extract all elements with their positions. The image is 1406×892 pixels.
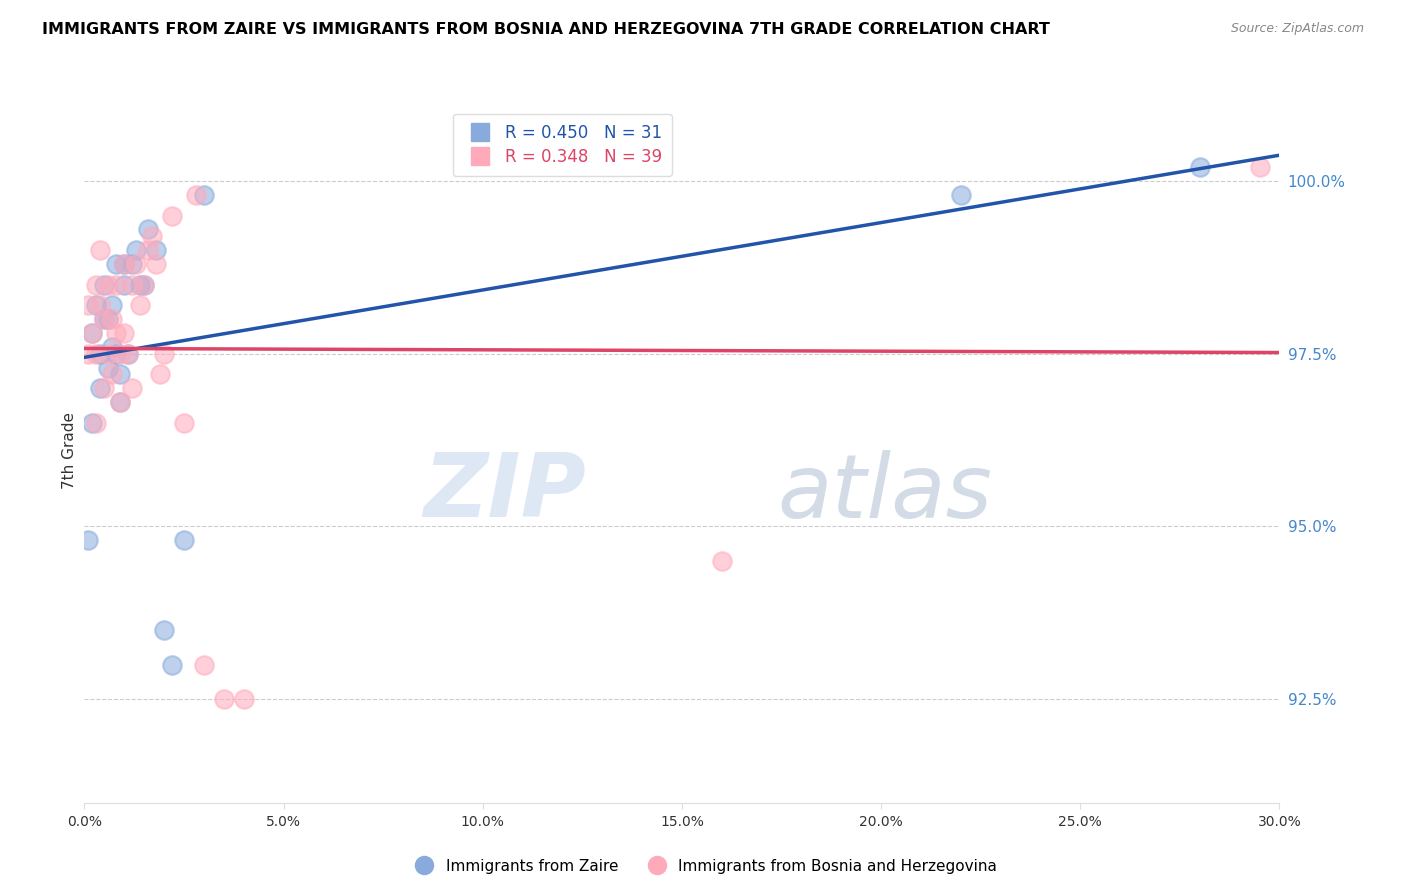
Point	[89, 381, 111, 395]
Point	[129, 298, 152, 312]
Text: IMMIGRANTS FROM ZAIRE VS IMMIGRANTS FROM BOSNIA AND HERZEGOVINA 7TH GRADE CORREL: IMMIGRANTS FROM ZAIRE VS IMMIGRANTS FROM…	[42, 22, 1050, 37]
Point	[1249, 160, 1271, 174]
Point	[97, 360, 120, 375]
Point	[101, 340, 124, 354]
Point	[86, 416, 108, 430]
Point	[97, 277, 120, 292]
Point	[173, 533, 195, 548]
Point	[212, 692, 235, 706]
Point	[86, 347, 108, 361]
Point	[89, 347, 111, 361]
Point	[97, 347, 120, 361]
Point	[82, 326, 104, 340]
Point	[105, 277, 128, 292]
Point	[77, 347, 100, 361]
Point	[193, 187, 215, 202]
Point	[125, 257, 148, 271]
Point	[132, 277, 156, 292]
Point	[153, 347, 176, 361]
Point	[129, 277, 152, 292]
Legend: R = 0.450   N = 31, R = 0.348   N = 39: R = 0.450 N = 31, R = 0.348 N = 39	[453, 113, 672, 176]
Point	[149, 368, 172, 382]
Point	[153, 623, 176, 637]
Point	[101, 298, 124, 312]
Point	[105, 257, 128, 271]
Point	[173, 416, 195, 430]
Point	[112, 257, 135, 271]
Legend: Immigrants from Zaire, Immigrants from Bosnia and Herzegovina: Immigrants from Zaire, Immigrants from B…	[404, 853, 1002, 880]
Point	[117, 347, 139, 361]
Point	[86, 277, 108, 292]
Point	[77, 298, 100, 312]
Point	[121, 381, 143, 395]
Point	[121, 257, 143, 271]
Point	[86, 298, 108, 312]
Point	[93, 312, 115, 326]
Point	[82, 326, 104, 340]
Point	[110, 395, 132, 409]
Point	[117, 347, 139, 361]
Point	[132, 277, 156, 292]
Text: Source: ZipAtlas.com: Source: ZipAtlas.com	[1230, 22, 1364, 36]
Point	[141, 229, 163, 244]
Point	[77, 533, 100, 548]
Point	[121, 277, 143, 292]
Point	[93, 381, 115, 395]
Point	[110, 368, 132, 382]
Point	[193, 657, 215, 672]
Point	[105, 326, 128, 340]
Point	[110, 395, 132, 409]
Point	[93, 277, 115, 292]
Point	[710, 554, 733, 568]
Point	[89, 243, 111, 257]
Point	[232, 692, 254, 706]
Point	[93, 312, 115, 326]
Text: ZIP: ZIP	[423, 450, 586, 536]
Point	[160, 657, 183, 672]
Point	[97, 312, 120, 326]
Point	[82, 416, 104, 430]
Y-axis label: 7th Grade: 7th Grade	[62, 412, 77, 489]
Text: atlas: atlas	[778, 450, 993, 536]
Point	[110, 347, 132, 361]
Point	[101, 312, 124, 326]
Point	[125, 243, 148, 257]
Point	[1188, 160, 1211, 174]
Point	[112, 326, 135, 340]
Point	[949, 187, 972, 202]
Point	[105, 347, 128, 361]
Point	[112, 277, 135, 292]
Point	[160, 209, 183, 223]
Point	[101, 368, 124, 382]
Point	[145, 243, 167, 257]
Point	[136, 222, 159, 236]
Point	[184, 187, 207, 202]
Point	[89, 298, 111, 312]
Point	[136, 243, 159, 257]
Point	[112, 257, 135, 271]
Point	[145, 257, 167, 271]
